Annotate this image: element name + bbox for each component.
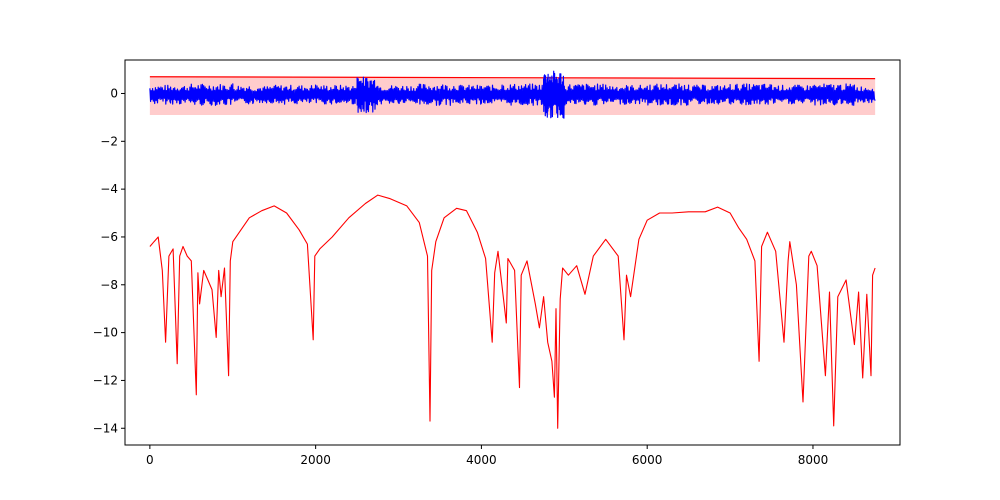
x-tick-label: 6000	[632, 453, 663, 467]
y-tick-label: −10	[93, 326, 118, 340]
series-signal-line	[149, 70, 876, 119]
axes-frame	[124, 59, 901, 446]
y-tick-label: −14	[93, 421, 118, 435]
y-tick-label: −6	[100, 230, 118, 244]
y-tick-label: −12	[93, 373, 118, 387]
x-tick-label: 8000	[798, 453, 829, 467]
y-tick-label: 0	[110, 86, 118, 100]
y-axis: 0 −2 −4 −6 −8 −10 −12 −14	[93, 86, 125, 435]
x-axis: 0 2000 4000 6000 8000	[146, 445, 828, 467]
series-layer	[149, 70, 876, 429]
x-tick-label: 0	[146, 453, 154, 467]
x-tick-label: 2000	[300, 453, 331, 467]
y-tick-label: −8	[100, 278, 118, 292]
x-tick-label: 4000	[466, 453, 497, 467]
series-envelope-line	[149, 194, 876, 429]
y-tick-label: −4	[100, 182, 118, 196]
y-tick-label: −2	[100, 134, 118, 148]
band-upper-line	[149, 76, 876, 80]
